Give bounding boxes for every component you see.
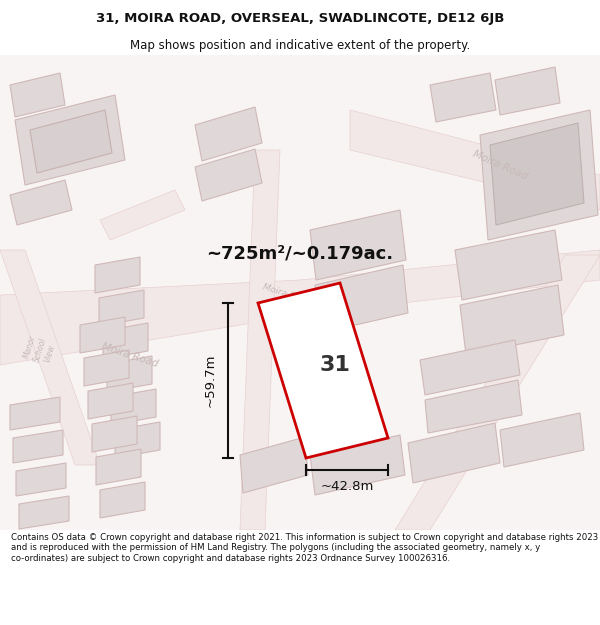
Text: Moira Road: Moira Road [101,341,160,369]
Polygon shape [430,73,496,122]
Polygon shape [0,250,100,465]
Polygon shape [16,463,66,496]
Polygon shape [111,389,156,425]
Text: ~42.8m: ~42.8m [320,479,374,492]
Text: Contains OS data © Crown copyright and database right 2021. This information is : Contains OS data © Crown copyright and d… [11,533,598,562]
Polygon shape [195,107,262,161]
Polygon shape [310,435,405,495]
Polygon shape [490,123,584,225]
Text: Map shows position and indicative extent of the property.: Map shows position and indicative extent… [130,39,470,51]
Polygon shape [10,397,60,430]
Text: ~725m²/~0.179ac.: ~725m²/~0.179ac. [206,244,394,262]
Text: Moira Rd: Moira Rd [262,282,302,304]
Polygon shape [315,265,408,333]
Polygon shape [195,149,262,201]
Polygon shape [240,150,280,530]
Polygon shape [10,73,65,117]
Polygon shape [30,110,112,173]
Text: 31, MOIRA ROAD, OVERSEAL, SWADLINCOTE, DE12 6JB: 31, MOIRA ROAD, OVERSEAL, SWADLINCOTE, D… [96,12,504,25]
Polygon shape [115,422,160,458]
Polygon shape [0,55,600,530]
Polygon shape [310,210,406,280]
Polygon shape [408,423,500,483]
Polygon shape [13,430,63,463]
Polygon shape [100,190,185,240]
Polygon shape [495,67,560,115]
Polygon shape [395,255,600,530]
Text: Manor
School
View: Manor School View [22,334,58,366]
Polygon shape [500,413,584,467]
Polygon shape [80,317,125,353]
Polygon shape [100,482,145,518]
Polygon shape [425,380,522,433]
Polygon shape [10,180,72,225]
Polygon shape [480,110,598,240]
Polygon shape [420,340,520,395]
Polygon shape [88,383,133,419]
Polygon shape [240,437,308,493]
Polygon shape [95,257,140,293]
Polygon shape [15,95,125,185]
Polygon shape [107,356,152,392]
Polygon shape [258,283,388,458]
Polygon shape [92,416,137,452]
Text: Moira Road: Moira Road [471,149,529,181]
Text: ~59.7m: ~59.7m [203,354,217,408]
Text: 31: 31 [320,355,350,375]
Polygon shape [350,110,600,210]
Polygon shape [455,230,562,300]
Polygon shape [460,285,564,355]
Polygon shape [103,323,148,359]
Polygon shape [0,250,600,365]
Polygon shape [19,496,69,529]
Polygon shape [84,350,129,386]
Polygon shape [96,449,141,485]
Polygon shape [99,290,144,326]
